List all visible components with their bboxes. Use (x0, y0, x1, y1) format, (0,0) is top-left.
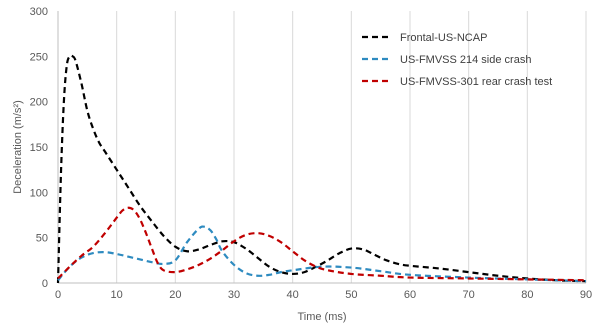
x-tick-label: 80 (521, 289, 533, 301)
x-tick-label: 60 (404, 289, 416, 301)
y-tick-label: 50 (36, 233, 48, 245)
grid (116, 11, 587, 283)
series-lines (56, 54, 587, 284)
y-tick-label: 0 (42, 278, 48, 290)
legend: Frontal-US-NCAP US-FMVSS 214 side crash US… (362, 32, 552, 88)
legend-label: US-FMVSS 214 side crash (400, 54, 531, 66)
x-tick-label: 30 (228, 289, 240, 301)
series-line-frontal-us-ncap (56, 54, 587, 284)
x-tick-label: 20 (169, 289, 181, 301)
x-tick-label: 50 (345, 289, 357, 301)
x-axis-title: Time (ms) (297, 311, 346, 323)
y-tick-label: 300 (30, 6, 48, 18)
x-tick-label: 10 (111, 289, 123, 301)
x-tick-label: 70 (463, 289, 475, 301)
y-axis-title: Deceleration (m/s²) (12, 100, 24, 194)
series-line-us-fmvss-301-rear-crash-test (57, 206, 587, 282)
axes: 0 50 100 150 200 250 300 0 10 20 30 40 50 60 70 80 90 (30, 6, 592, 301)
y-tick-label: 200 (30, 97, 48, 109)
legend-label: US-FMVSS-301 rear crash test (400, 76, 552, 88)
x-tick-label: 40 (287, 289, 299, 301)
x-tick-label: 0 (55, 289, 61, 301)
y-tick-label: 250 (30, 51, 48, 63)
y-tick-label: 100 (30, 187, 48, 199)
legend-label: Frontal-US-NCAP (400, 32, 487, 44)
series-line-us-fmvss-214-side-crash (57, 225, 587, 283)
y-tick-label: 150 (30, 142, 48, 154)
x-tick-label: 90 (580, 289, 592, 301)
